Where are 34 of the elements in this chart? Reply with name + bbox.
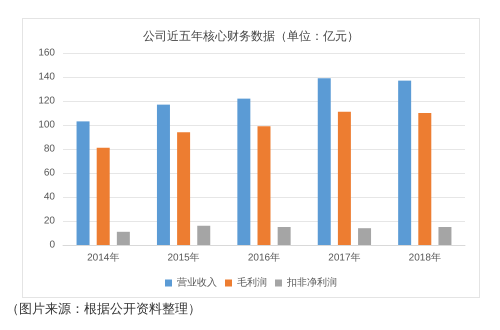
x-tick-label: 2018年 <box>408 252 441 264</box>
bar <box>278 227 291 245</box>
y-tick-label: 100 <box>38 120 56 130</box>
legend-label: 扣非净利润 <box>286 276 337 288</box>
legend-label: 毛利润 <box>237 276 267 288</box>
y-tick-label: 20 <box>44 216 56 226</box>
y-tick-label: 120 <box>38 96 56 106</box>
x-tick-label: 2016年 <box>248 252 280 264</box>
bar <box>438 227 452 245</box>
legend-label: 营业收入 <box>177 276 217 288</box>
y-tick-label: 140 <box>38 72 56 82</box>
y-tick-label: 60 <box>44 168 56 178</box>
x-tick-label: 2015年 <box>167 252 200 264</box>
bar <box>76 121 90 245</box>
x-tick-label: 2017年 <box>328 252 361 264</box>
bar <box>197 226 210 245</box>
bar <box>156 104 170 245</box>
bar <box>358 228 372 245</box>
text: （图片来源：根据公开资料整理） <box>6 301 201 318</box>
bar <box>418 113 432 245</box>
bar <box>237 98 250 245</box>
y-tick-label: 160 <box>38 48 56 58</box>
bar <box>398 80 412 245</box>
y-tick-label: 0 <box>49 240 56 250</box>
bar <box>338 112 351 245</box>
chart-title: 公司近五年核心财务数据（单位：亿元） <box>143 29 359 43</box>
y-tick-label: 40 <box>44 192 56 202</box>
bar <box>116 232 130 245</box>
y-tick-label: 80 <box>44 144 56 154</box>
bar <box>177 132 190 245</box>
bar <box>318 78 331 245</box>
bar <box>258 126 270 245</box>
x-tick-label: 2014年 <box>87 252 120 264</box>
bar <box>96 148 110 245</box>
